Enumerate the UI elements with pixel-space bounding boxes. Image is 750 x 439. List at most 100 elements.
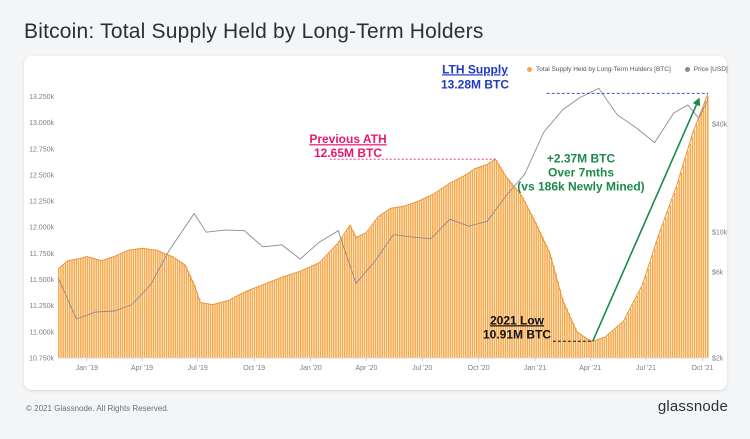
supply-bar [528, 209, 531, 358]
supply-bar [366, 232, 368, 358]
supply-bar [247, 290, 249, 358]
supply-bar [60, 267, 62, 358]
supply-edge-line [57, 93, 709, 342]
supply-bar [126, 251, 128, 358]
supply-bar [168, 254, 170, 358]
supply-bar [482, 166, 485, 358]
supply-bar [267, 283, 269, 358]
supply-bar [372, 224, 375, 358]
supply-bar [187, 271, 190, 358]
supply-bar [509, 180, 511, 358]
supply-bar [139, 248, 141, 358]
supply-bar [383, 213, 386, 358]
supply-bar [295, 272, 298, 358]
price-legend-label: Price [USD] [693, 66, 728, 73]
supply-bar [592, 341, 595, 358]
supply-bar [95, 258, 97, 358]
supply-bar [253, 288, 256, 358]
supply-bar [654, 248, 656, 358]
page-title: Bitcoin: Total Supply Held by Long-Term … [24, 20, 484, 43]
supply-bar [302, 270, 304, 358]
supply-bar [58, 269, 60, 358]
x-tick-label: Apr '21 [579, 365, 601, 372]
supply-bar [326, 255, 328, 358]
supply-bar [443, 187, 445, 358]
supply-bar [599, 339, 601, 358]
supply-bar [531, 214, 533, 358]
supply-bar [680, 172, 683, 358]
supply-bar [251, 289, 254, 358]
supply-bar [612, 330, 614, 358]
supply-bar [271, 281, 273, 358]
supply-bar [396, 207, 399, 358]
supply-bar [583, 336, 586, 358]
supply-bar [370, 227, 372, 358]
supply-bar [128, 250, 130, 358]
supply-bar [102, 260, 104, 358]
supply-bar [341, 237, 344, 358]
y-left-tick-label: 10.750k [29, 356, 54, 363]
supply-bar [610, 332, 612, 358]
x-tick-label: Oct '20 [468, 365, 490, 372]
supply-bar [93, 258, 95, 358]
supply-bar [346, 230, 348, 358]
x-tick-label: Jan '19 [76, 365, 98, 372]
supply-bar [473, 169, 476, 358]
y-left-tick-label: 11.250k [30, 303, 55, 310]
y-left-tick-label: 12.250k [29, 199, 54, 206]
y-right-tick-label: $6k [712, 270, 724, 277]
supply-bar [458, 178, 460, 358]
reference-lines [329, 92, 708, 342]
x-tick-label: Jul '20 [412, 365, 432, 372]
supply-bar [427, 196, 430, 358]
supply-bar [401, 206, 403, 358]
supply-bar [361, 234, 364, 358]
supply-bar [649, 262, 652, 358]
supply-bar [524, 201, 526, 358]
supply-bar [328, 253, 331, 358]
supply-bar [454, 181, 456, 358]
supply-bar [608, 334, 610, 358]
supply-bar [410, 204, 412, 358]
supply-bar [502, 170, 504, 358]
supply-bar [379, 216, 381, 358]
x-tick-label: Jul '21 [636, 365, 656, 372]
supply-bar [229, 299, 232, 358]
supply-bar [73, 259, 75, 358]
supply-bar [359, 236, 361, 358]
supply-bar [269, 282, 271, 358]
supply-bar [322, 259, 324, 358]
supply-bar [313, 265, 315, 358]
x-tick-label: Jan '20 [299, 365, 321, 372]
supply-bar [691, 136, 694, 358]
y-right-tick-label: $40k [712, 121, 728, 128]
supply-bar [663, 223, 665, 358]
supply-bar [667, 211, 669, 358]
supply-bar [638, 291, 641, 358]
supply-bar [141, 248, 144, 358]
supply-bar [682, 165, 685, 358]
supply-bar [240, 294, 243, 358]
supply-bar [201, 302, 203, 358]
supply-bar [284, 276, 287, 358]
supply-bar [86, 256, 89, 358]
supply-bar [412, 203, 414, 358]
supply-bar [575, 327, 577, 358]
supply-bar [104, 259, 106, 358]
supply-bar [249, 290, 251, 358]
supply-bar [282, 277, 284, 358]
supply-bar [181, 262, 183, 358]
supply-bar [665, 217, 667, 358]
supply-bar [183, 263, 185, 358]
supply-bar [308, 267, 311, 358]
supply-bar [69, 260, 71, 358]
supply-bar [660, 229, 663, 358]
supply-bar [163, 253, 166, 358]
supply-bar [517, 191, 520, 358]
supply-bar [566, 308, 568, 358]
supply-bar [66, 261, 69, 358]
y-right-tick-label: $10k [712, 230, 728, 237]
supply-bar [478, 167, 480, 358]
supply-bar [418, 200, 421, 358]
supply-bar [621, 323, 623, 358]
